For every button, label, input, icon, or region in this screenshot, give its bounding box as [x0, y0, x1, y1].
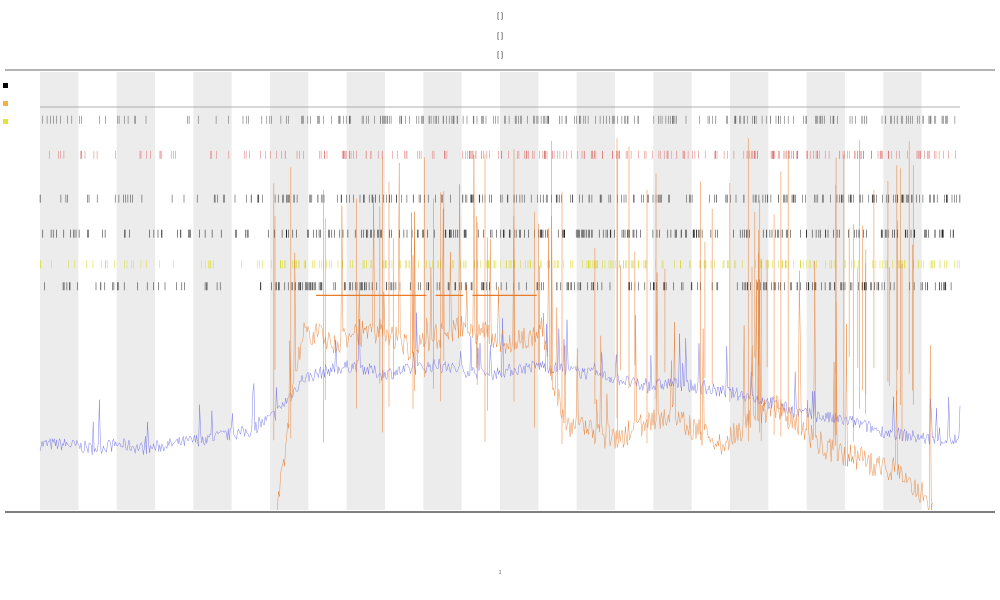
shade-column [500, 72, 539, 510]
x-axis-label: 1 [499, 570, 502, 576]
shade-column [193, 72, 232, 510]
shade-column [576, 72, 615, 510]
legend-swatch [3, 101, 8, 106]
series-spike-line [277, 154, 933, 511]
chart-title: [ ] [ ] [ ] [497, 13, 503, 59]
title-line-2: [ ] [497, 33, 503, 40]
shade-column [346, 72, 385, 510]
legend-swatch [3, 119, 8, 124]
shade-column [653, 72, 692, 510]
legend [3, 83, 8, 124]
event-rows [39, 115, 961, 296]
title-line-1: [ ] [497, 13, 503, 20]
series-baseline-line [39, 312, 961, 456]
title-line-3: [ ] [497, 52, 503, 59]
shade-column [40, 72, 79, 510]
column-shading [40, 72, 922, 510]
shade-column [806, 72, 845, 510]
shade-column [116, 72, 155, 510]
shade-column [270, 72, 309, 510]
shade-column [730, 72, 769, 510]
series-layer [39, 138, 961, 511]
legend-swatch [3, 83, 8, 88]
